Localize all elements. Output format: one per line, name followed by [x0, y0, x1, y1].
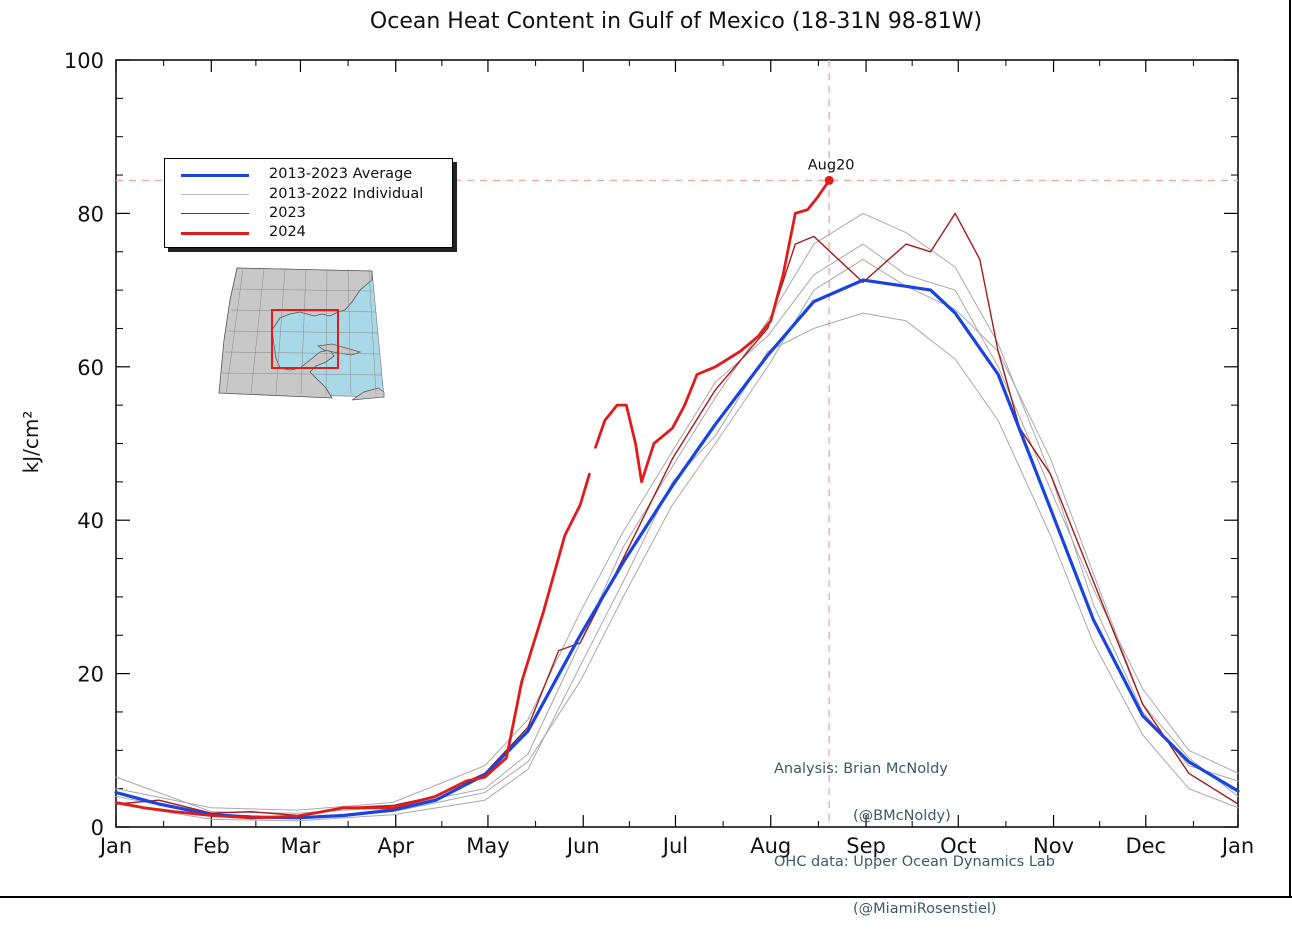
credit-analysis: Analysis: Brian McNoldy	[774, 761, 948, 777]
legend-swatch-average	[181, 174, 249, 177]
series-line-thin-gray-3	[115, 258, 1239, 819]
legend-label-2023: 2023	[269, 205, 306, 221]
legend-item-2024: 2024	[165, 223, 452, 242]
map-meridian	[368, 268, 377, 395]
legend: 2013-2023 Average 2013-2022 Individual 2…	[164, 158, 453, 248]
annotation-marker	[824, 175, 834, 185]
series-layer	[114, 179, 1240, 822]
x-tick-label: Apr	[378, 834, 415, 858]
y-axis-label: kJ/cm²	[19, 411, 43, 474]
gulf-inset-map	[218, 267, 385, 401]
x-tick-label: Mar	[281, 834, 321, 858]
series-line-thick-blue-0	[114, 278, 1240, 820]
legend-swatch-2024	[181, 232, 249, 235]
x-tick-label: Jul	[661, 834, 688, 858]
annotation-label: Aug20	[808, 157, 855, 173]
x-tick-label: Sep	[846, 834, 886, 858]
series-line-thick-red-1	[594, 179, 831, 484]
map-parallel	[221, 372, 383, 376]
legend-label-individual: 2013-2022 Individual	[269, 186, 424, 202]
legend-label-2024: 2024	[269, 224, 306, 240]
legend-item-2023: 2023	[165, 204, 452, 223]
series-line-thick-red-0	[114, 472, 591, 820]
chart-title: Ocean Heat Content in Gulf of Mexico (18…	[370, 9, 982, 34]
y-tick-label: 20	[77, 663, 104, 687]
chart-figure: Ocean Heat Content in Gulf of Mexico (18…	[0, 0, 1292, 898]
tick-labels: Jan Feb Mar Apr May Jun Jul Aug Sep Oct Nov Dec Jan0…	[64, 49, 1254, 858]
x-tick-label: Jun	[565, 834, 600, 858]
map-parallel	[224, 351, 381, 355]
series-line-thin-gray-2	[115, 243, 1239, 811]
y-tick-label: 40	[77, 509, 104, 533]
x-tick-label: Nov	[1033, 834, 1074, 858]
credit-data-handle: (@MiamiRosenstiel)	[853, 900, 997, 917]
x-tick-label: Oct	[940, 834, 976, 858]
x-tick-label: Feb	[193, 834, 230, 858]
y-tick-label: 100	[64, 49, 104, 73]
x-tick-label: May	[466, 834, 509, 858]
map-region-box	[271, 309, 339, 369]
annotation-layer: Aug20	[808, 157, 855, 185]
credits-block: Analysis: Brian McNoldy (@BMcNoldy) OHC …	[774, 731, 1055, 933]
legend-item-average: 2013-2023 Average	[165, 165, 452, 184]
legend-swatch-2023	[181, 213, 249, 214]
x-tick-label: Dec	[1125, 834, 1166, 858]
legend-label-average: 2013-2023 Average	[269, 166, 413, 182]
legend-swatch-individual	[181, 194, 249, 195]
legend-item-individual: 2013-2022 Individual	[165, 185, 452, 204]
credit-data: OHC data: Upper Ocean Dynamics Lab	[774, 854, 1055, 870]
y-tick-label: 0	[91, 816, 104, 840]
axis-ticks	[115, 59, 1239, 828]
map-parallel	[233, 288, 375, 292]
credit-analysis-handle: (@BMcNoldy)	[853, 807, 951, 824]
x-tick-label: Jan	[1220, 834, 1254, 858]
map-meridian	[347, 268, 352, 395]
map-meridian	[325, 268, 328, 395]
y-tick-label: 80	[77, 202, 104, 226]
x-tick-label: Aug	[750, 834, 791, 858]
map-parallel	[227, 330, 379, 334]
x-tick-label: Jan	[98, 834, 132, 858]
series-line-thin-gray-1	[115, 312, 1239, 822]
y-tick-label: 60	[77, 356, 104, 380]
